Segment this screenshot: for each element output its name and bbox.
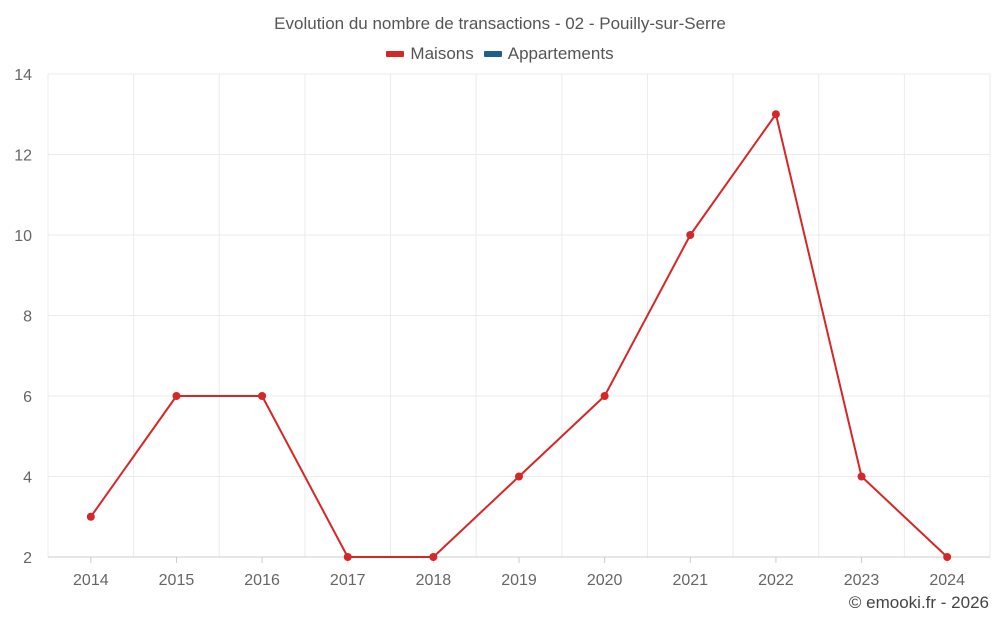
legend-label-appartements: Appartements [507,44,614,63]
data-point-maisons-2017 [343,553,352,561]
x-tick-label-2020: 2020 [587,572,623,589]
chart-legend: Maisons Appartements [0,44,1000,64]
x-tick-label-2023: 2023 [844,572,880,589]
data-point-maisons-2014 [86,512,95,521]
grid-lines [47,73,991,557]
legend-swatch-maisons [386,51,405,57]
legend-label-maisons: Maisons [410,44,474,63]
y-tick-label-6: 6 [23,389,32,406]
legend-item-maisons[interactable]: Maisons [386,44,474,64]
y-tick-label-4: 4 [23,470,32,487]
y-tick-label-14: 14 [14,67,32,84]
data-point-maisons-2020 [600,392,609,400]
legend-swatch-appartements [483,51,502,57]
data-point-maisons-2018 [429,553,438,561]
data-point-maisons-2016 [258,392,267,400]
data-point-maisons-2015 [172,392,181,400]
y-tick-label-10: 10 [14,228,32,245]
x-tick-label-2021: 2021 [672,572,708,589]
x-tick-label-2015: 2015 [159,572,195,589]
legend-item-appartements[interactable]: Appartements [483,44,614,64]
y-tick-label-8: 8 [23,309,32,326]
y-axis-ticks: 2 4 6 8 10 12 14 [14,67,32,567]
y-tick-label-2: 2 [23,550,32,567]
x-tick-label-2018: 2018 [416,572,452,589]
x-tick-label-2017: 2017 [330,572,366,589]
data-point-maisons-2021 [686,231,695,239]
x-tick-label-2014: 2014 [73,572,109,589]
data-point-maisons-2019 [515,472,523,481]
chart-title: Evolution du nombre de transactions - 02… [274,14,726,33]
x-tick-label-2022: 2022 [758,572,794,589]
x-tick-label-2024: 2024 [929,572,965,589]
x-tick-label-2019: 2019 [501,572,537,589]
axes [48,556,990,563]
x-axis-ticks: 2014 2015 2016 2017 2018 2019 2020 2021 2022 2023… [73,572,965,589]
data-point-maisons-2024 [943,553,952,561]
y-tick-label-12: 12 [14,148,32,165]
data-point-maisons-2023 [857,472,866,481]
data-point-maisons-2022 [771,110,780,119]
credit-text: © emooki.fr - 2026 [848,593,989,612]
x-tick-label-2016: 2016 [244,572,280,589]
series-layer [86,110,952,561]
